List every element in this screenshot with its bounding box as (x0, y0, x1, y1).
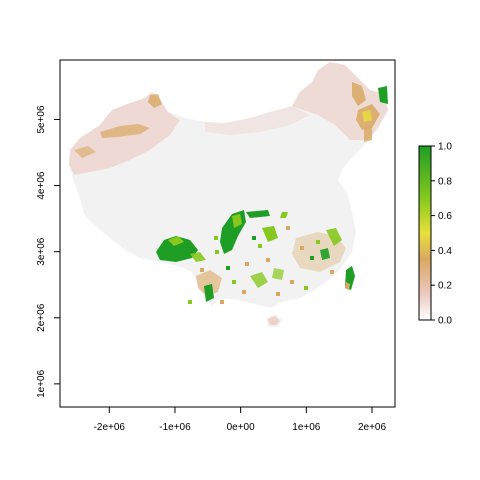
northeast-patch-1 (352, 82, 366, 106)
speckle-1 (245, 262, 249, 266)
speckle-6 (232, 280, 236, 284)
central-lime (262, 226, 278, 242)
north-tint (205, 106, 310, 135)
speckle-17 (252, 236, 256, 240)
x-tick-label: 2e+06 (358, 422, 387, 433)
west-patch (74, 146, 96, 158)
northeast-patch-3 (364, 126, 372, 142)
northeast-green-strip (378, 86, 388, 104)
south-lime (272, 268, 284, 280)
himalaya-green-band (156, 236, 198, 262)
x-tick-label: -1e+06 (159, 422, 191, 433)
map-raster (69, 62, 388, 327)
legend-tick-label: 0.0 (438, 316, 452, 327)
speckle-2 (258, 244, 262, 248)
speckle-0 (215, 250, 219, 254)
hengduan-lime (232, 214, 242, 228)
speckle-7 (242, 290, 246, 294)
speckle-12 (276, 292, 280, 296)
x-axis: -2e+06 -1e+06 0e+00 1e+06 2e+06 (94, 406, 387, 433)
himalaya-lime-2 (190, 252, 206, 262)
y-tick-label: 2e+06 (36, 303, 47, 332)
speckle-19 (316, 240, 320, 244)
legend-tick-label: 0.8 (438, 176, 452, 187)
altai-patch (148, 94, 162, 108)
x-tick-label: 1e+06 (292, 422, 321, 433)
yunnan-green (204, 284, 214, 302)
speckle-16 (214, 236, 218, 240)
hainan-island-tint (268, 316, 280, 325)
speckle-14 (330, 270, 334, 274)
legend-tick-label: 0.4 (438, 246, 452, 257)
southeast-lime (326, 228, 342, 246)
speckle-8 (226, 266, 230, 270)
speckle-13 (304, 286, 308, 290)
y-tick-label: 5e+06 (36, 105, 47, 134)
y-tick-label: 3e+06 (36, 237, 47, 266)
speckle-18 (286, 226, 290, 230)
taiwan-island-edge (345, 282, 350, 290)
x-tick-label: 0e+00 (227, 422, 256, 433)
legend-bar (418, 145, 432, 321)
y-tick-label: 1e+06 (36, 369, 47, 398)
himalaya-lime (168, 236, 184, 246)
x-tick-label: -2e+06 (94, 422, 126, 433)
speckle-4 (310, 256, 314, 260)
qinling-green (246, 210, 270, 218)
yunnan-tan (196, 270, 222, 296)
y-tick-label: 4e+06 (36, 171, 47, 200)
speckle-3 (300, 246, 304, 250)
speckle-5 (290, 280, 294, 284)
legend-colorbar: 0.0 0.2 0.4 0.6 0.8 1.0 (418, 142, 452, 327)
speckle-15 (266, 258, 270, 262)
central-lime-2 (280, 212, 288, 218)
speckle-9 (200, 268, 204, 272)
tianshan-patch (100, 124, 150, 138)
speckle-11 (220, 300, 224, 304)
speckle-10 (188, 300, 192, 304)
y-axis: 1e+06 2e+06 3e+06 4e+06 5e+06 (36, 105, 61, 398)
legend-tick-label: 1.0 (438, 142, 452, 153)
guangxi-lime (250, 272, 268, 288)
legend-tick-label: 0.2 (438, 281, 452, 292)
legend-tick-label: 0.6 (438, 211, 452, 222)
northeast-patch-yellow (362, 110, 372, 122)
southeast-green (320, 248, 330, 260)
